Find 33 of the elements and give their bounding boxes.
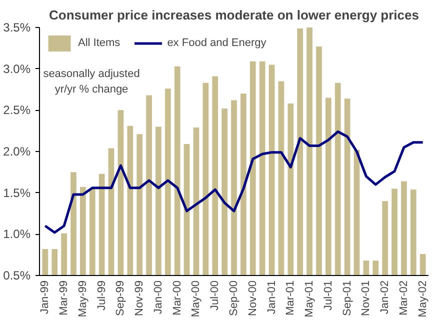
y-tick-label: 1.5% bbox=[3, 186, 31, 200]
x-tick-label: May-00 bbox=[190, 280, 202, 318]
x-tick-label: Nov-99 bbox=[134, 280, 146, 316]
x-tick-label: Jan-99 bbox=[39, 280, 52, 314]
y-tick-label: 2.5% bbox=[3, 103, 31, 118]
x-tick-label: Nov-00 bbox=[246, 280, 259, 316]
y-tick-label: 3.0% bbox=[3, 62, 31, 76]
x-tick-label: Mar-00 bbox=[171, 280, 184, 316]
x-tick-label: Mar-01 bbox=[284, 280, 297, 316]
line-series bbox=[44, 130, 424, 234]
y-tick-label: 2.0% bbox=[3, 144, 31, 158]
y-tick-label: 0.5% bbox=[3, 268, 31, 282]
y-tick-label: 1.0% bbox=[3, 227, 31, 242]
x-tick-label: Nov-01 bbox=[360, 280, 372, 316]
x-tick-label: Jan-00 bbox=[152, 280, 164, 314]
x-tick-label: Jul-00 bbox=[209, 280, 222, 310]
x-tick-label: May-99 bbox=[76, 280, 89, 318]
x-tick-label: May-02 bbox=[416, 280, 429, 318]
x-tick-label: Jul-99 bbox=[96, 280, 108, 310]
x-tick-label: Sep-00 bbox=[228, 280, 240, 316]
x-tick-label: May-01 bbox=[304, 280, 316, 318]
x-tick-label: Jul-01 bbox=[322, 280, 334, 310]
legend-label: ex Food and Energy bbox=[167, 37, 266, 49]
legend-label: All Items bbox=[78, 37, 120, 49]
y-tick-label: 3.5% bbox=[3, 20, 31, 34]
x-tick-label: Sep-99 bbox=[114, 280, 127, 316]
x-tick-label: Mar-99 bbox=[58, 280, 70, 316]
chart-title: Consumer price increases moderate on lower energy prices bbox=[49, 8, 419, 22]
x-tick-label: Jan-01 bbox=[266, 280, 278, 314]
annotation: seasonally adjusted yr/yr % change bbox=[43, 68, 140, 96]
x-tick-label: Sep-01 bbox=[341, 280, 354, 316]
x-tick-label: Jan-02 bbox=[379, 280, 392, 314]
x-tick-label: Mar-02 bbox=[398, 280, 410, 316]
